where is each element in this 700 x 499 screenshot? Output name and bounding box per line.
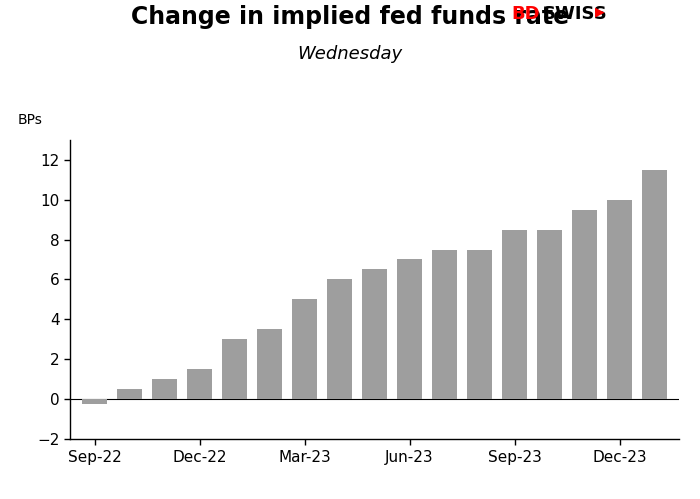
Bar (502, 230, 527, 399)
Text: Wednesday: Wednesday (298, 45, 402, 63)
Text: Change in implied fed funds rate: Change in implied fed funds rate (131, 5, 569, 29)
Bar (537, 230, 562, 399)
Bar (362, 269, 387, 399)
Bar (152, 379, 177, 399)
Bar (642, 170, 667, 399)
Bar (292, 299, 317, 399)
Text: BD: BD (511, 5, 540, 23)
Bar (117, 389, 142, 399)
Text: BPs: BPs (18, 113, 43, 127)
Bar (187, 369, 212, 399)
Bar (327, 279, 352, 399)
Bar (432, 250, 457, 399)
Bar (257, 329, 282, 399)
Bar (222, 339, 247, 399)
Bar (82, 399, 107, 404)
Bar (572, 210, 597, 399)
Bar (607, 200, 632, 399)
Bar (467, 250, 492, 399)
Bar (397, 259, 422, 399)
Text: SWISS: SWISS (542, 5, 608, 23)
Text: ▶: ▶ (595, 5, 605, 18)
